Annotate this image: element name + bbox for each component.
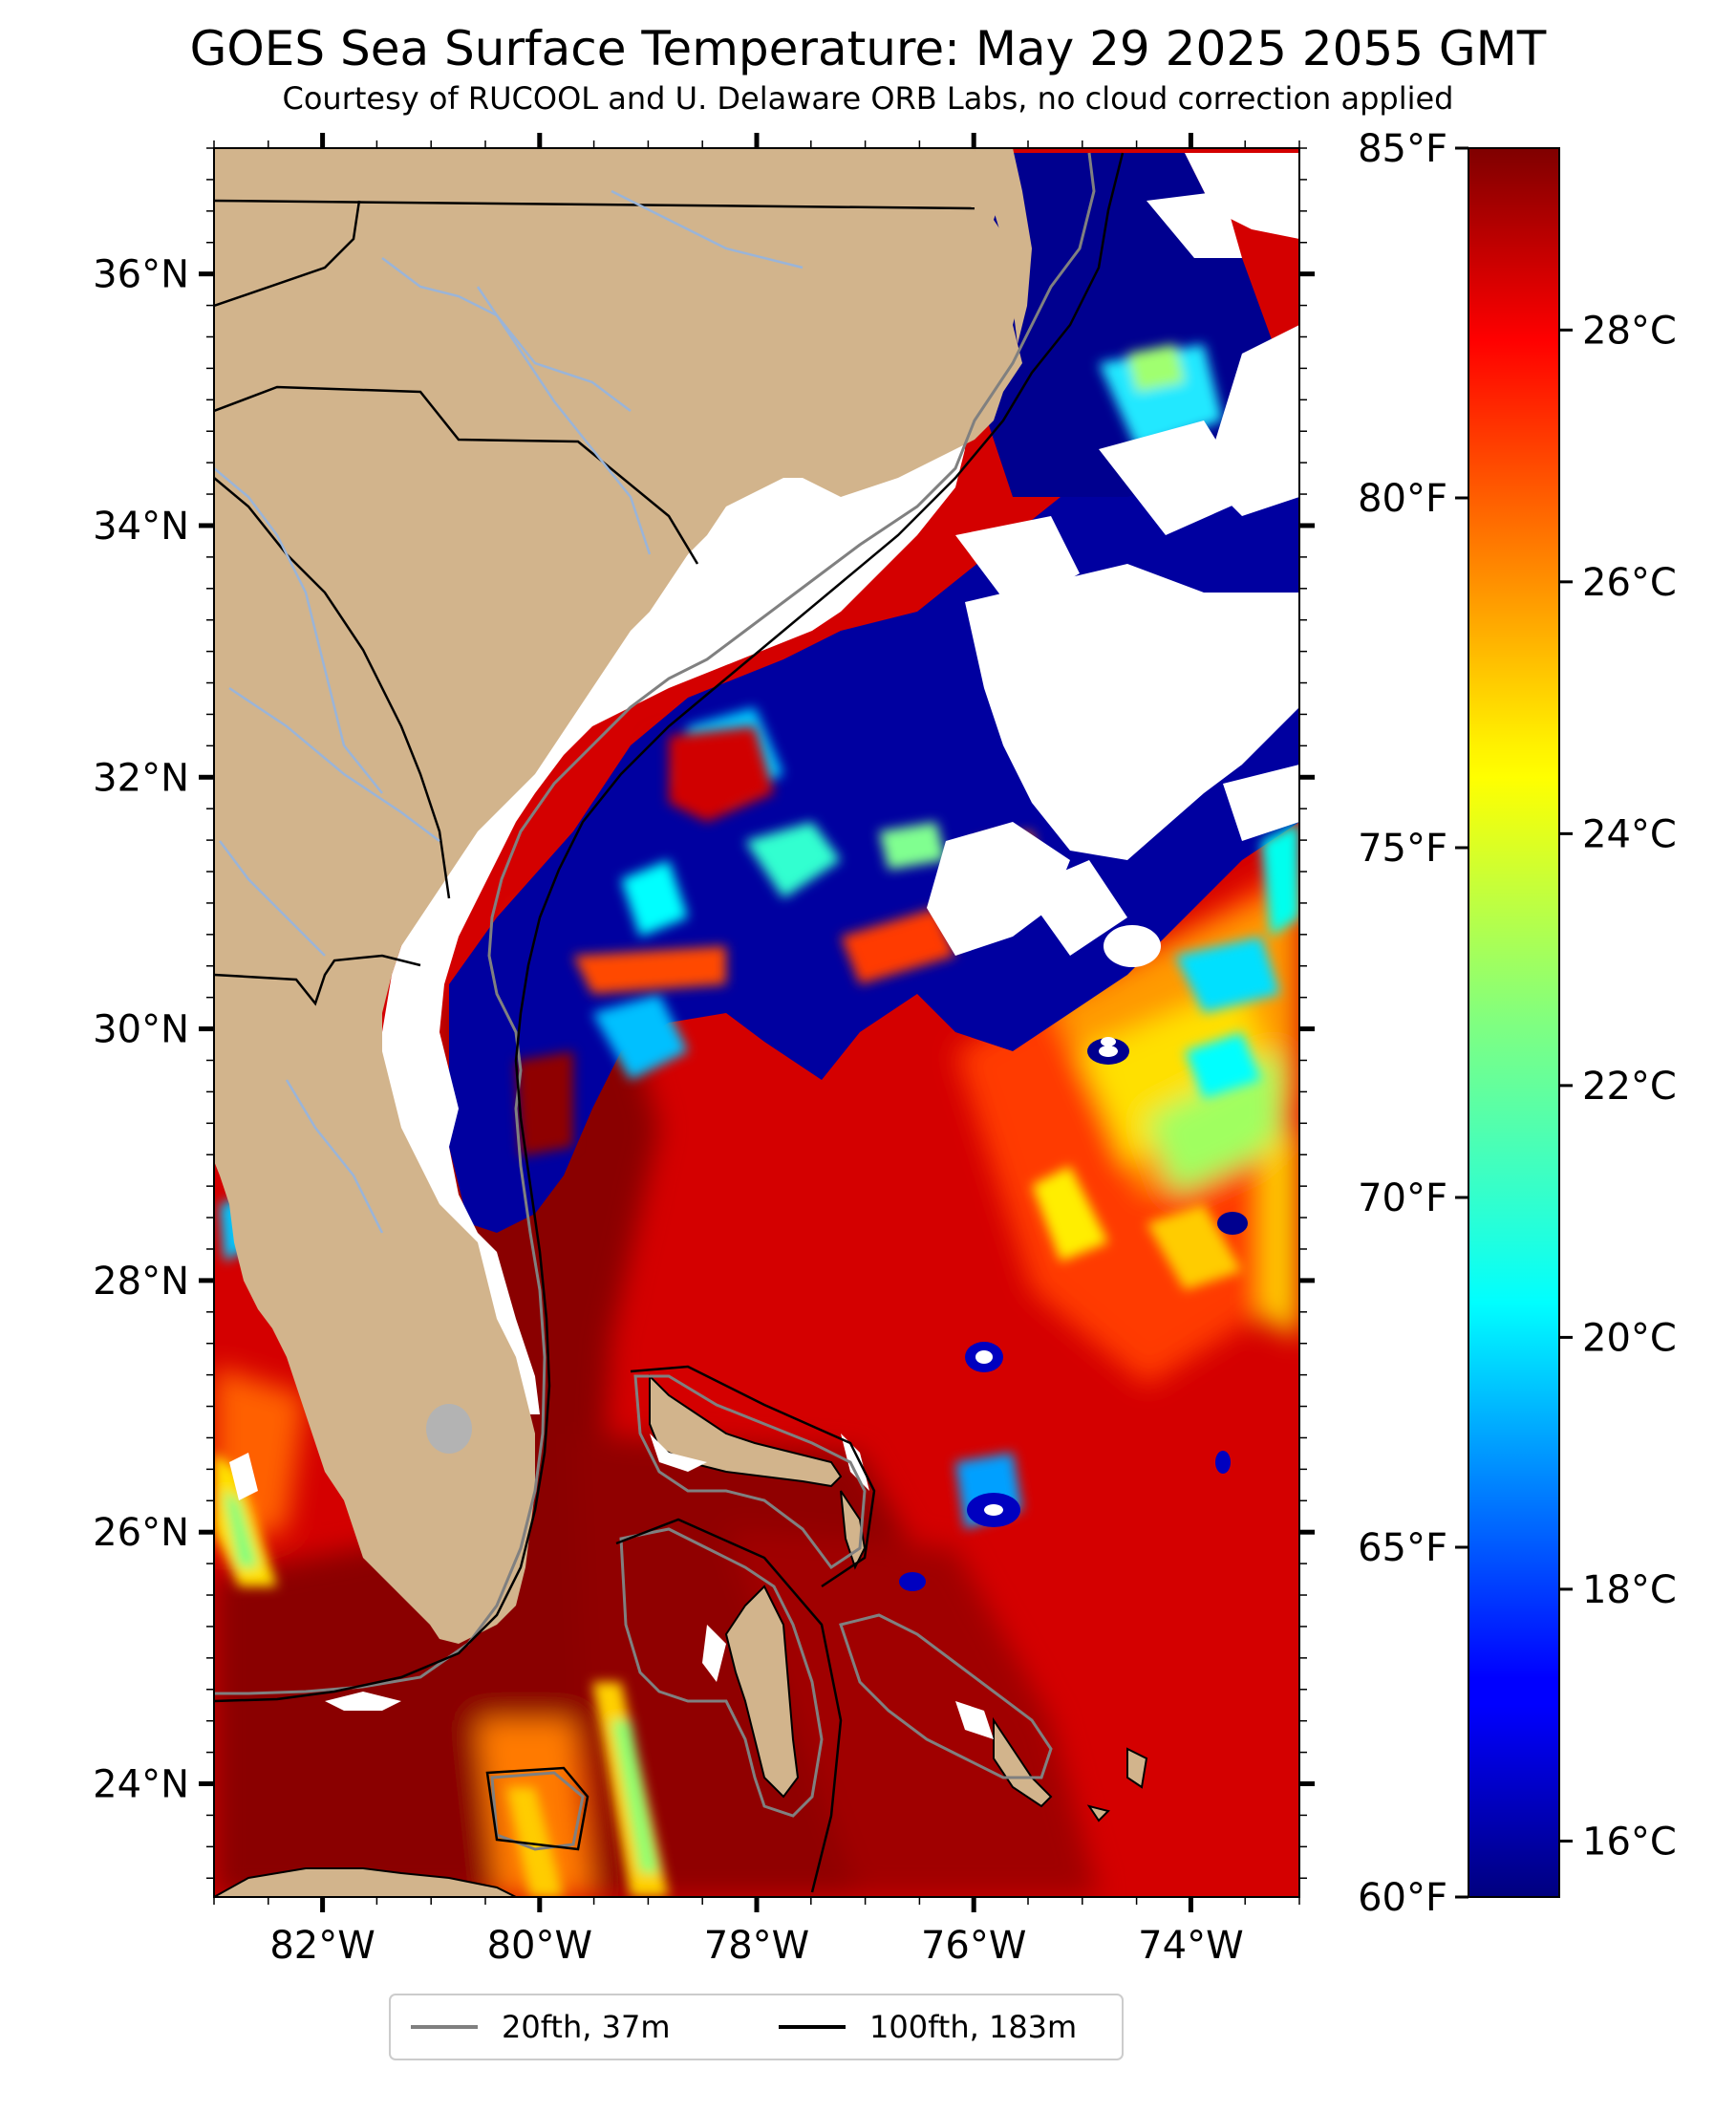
lat-tick-label: 32°N xyxy=(93,756,189,800)
isobath-100fth xyxy=(214,152,1125,1703)
colorbar-c-label: 22°C xyxy=(1582,1065,1677,1109)
lat-tick-label: 24°N xyxy=(93,1763,189,1807)
colorbar-f-label: 65°F xyxy=(1358,1526,1447,1570)
map-title: GOES Sea Surface Temperature: May 29 202… xyxy=(189,21,1547,76)
colorbar-f-label: 80°F xyxy=(1358,477,1447,521)
colorbar-f-label: 70°F xyxy=(1358,1176,1447,1220)
lake-okeechobee xyxy=(426,1404,472,1454)
warm-intrusions xyxy=(516,726,1041,1156)
lat-tick-label: 28°N xyxy=(93,1260,189,1304)
isobath-20fth xyxy=(214,152,1096,1695)
land-outer-banks xyxy=(975,148,1032,344)
lon-tick-label: 78°W xyxy=(704,1924,809,1968)
colorbar-c-label: 28°C xyxy=(1582,309,1677,353)
colorbar-c-label: 26°C xyxy=(1582,561,1677,605)
colorbar-c-label: 16°C xyxy=(1582,1820,1677,1864)
land-cuba xyxy=(214,1867,517,1897)
lat-tick-label: 36°N xyxy=(93,253,189,297)
lat-tick-label: 30°N xyxy=(93,1008,189,1052)
cloud-mask xyxy=(927,153,1299,1046)
legend-box xyxy=(389,1994,1124,2060)
lon-tick-label: 80°W xyxy=(487,1924,592,1968)
colorbar-c-label: 20°C xyxy=(1582,1316,1677,1360)
colorbar-f-label: 85°F xyxy=(1358,127,1447,171)
colorbar-c-label: 24°C xyxy=(1582,812,1677,856)
legend-entry-label: 100fth, 183m xyxy=(869,2009,1077,2045)
island-fringes xyxy=(229,1434,994,1739)
map-area xyxy=(214,148,1299,1897)
colorbar-f-label: 60°F xyxy=(1358,1876,1447,1920)
legend: 20fth, 37m 100fth, 183m xyxy=(389,1994,1124,2060)
lat-tick-label: 34°N xyxy=(93,505,189,549)
legend-entry-label: 20fth, 37m xyxy=(502,2009,670,2045)
cold-spots xyxy=(899,1038,1248,1591)
land-bahamas xyxy=(649,1373,1148,1822)
lat-tick-label: 26°N xyxy=(93,1511,189,1555)
map-axes: 36°N 34°N 32°N 30°N 28°N 26°N 24°N 82°W 80°W 78°W… xyxy=(93,133,1315,1968)
rivers xyxy=(214,189,804,1234)
lon-tick-label: 76°W xyxy=(921,1924,1026,1968)
land-southeast-us xyxy=(214,148,1022,1644)
colorbar-f-label: 75°F xyxy=(1358,827,1447,871)
sst-streaks xyxy=(214,1166,1242,1897)
bahamas-deep-outline xyxy=(485,1365,876,1893)
map-subtitle: Courtesy of RUCOOL and U. Delaware ORB L… xyxy=(282,80,1454,117)
colorbar: 85°F 80°F 75°F 70°F 65°F 60°F 28°C 26°C 24°C 22°C… xyxy=(1358,127,1677,1920)
colorbar-c-label: 18°C xyxy=(1582,1568,1677,1612)
colorbar-gradient xyxy=(1468,147,1560,1898)
lon-tick-label: 82°W xyxy=(269,1924,375,1968)
state-borders xyxy=(214,199,975,1006)
lon-tick-label: 74°W xyxy=(1138,1924,1243,1968)
